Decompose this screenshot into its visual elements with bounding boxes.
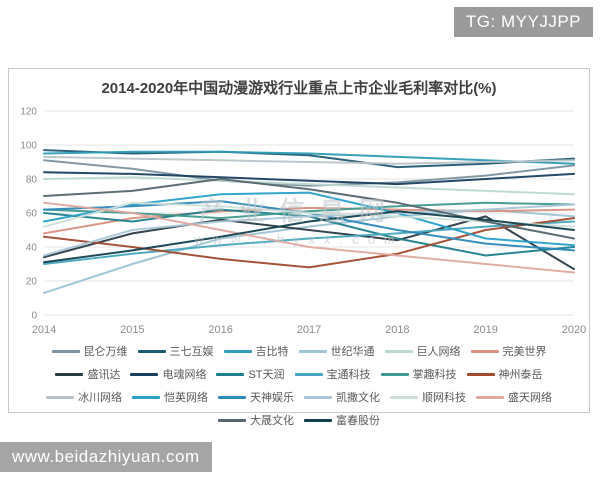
chart-legend: 昆仑万维 三七互娱 吉比特 世纪华通 巨人网络 完美世界盛讯达 电魂网络 ST天润 宝通科技 掌趣… [9,341,589,428]
legend-item: 富春股份 [304,412,380,428]
legend-item: 凯撒文化 [304,389,380,405]
legend-swatch [304,395,332,399]
y-tick-label: 80 [26,175,38,186]
legend-swatch [132,395,160,399]
legend-label: 掌趣科技 [412,369,457,382]
legend-item: 掌趣科技 [380,366,457,382]
series-line-吉比特 [43,151,575,165]
legend-swatch [380,372,409,376]
plot-svg: 0 20 40 60 80 100 120 2014 2015 2016 2017 2018 2019 2… [20,107,586,337]
legend-swatch [55,372,84,376]
legend-label: 巨人网络 [416,346,461,359]
legend-label: 大晟文化 [250,415,294,428]
legend-swatch [294,372,323,376]
legend-swatch [46,395,74,399]
legend-swatch [298,349,327,353]
legend-label: 天神娱乐 [250,392,294,405]
telegram-watermark-badge: TG: MYYJJPP [453,7,593,37]
legend-label: 电魂网络 [162,369,207,382]
legend-item: ST天润 [216,366,285,382]
legend-item: 完美世界 [470,343,547,359]
series-line-巨人网络 [43,176,575,196]
legend-label: 富春股份 [336,415,380,428]
legend-label: 宝通科技 [326,369,371,382]
plot-area: 0 20 40 60 80 100 120 2014 2015 2016 2017 2018 2019 2… [10,101,588,341]
y-tick-label: 100 [20,141,37,152]
x-tick-label: 2015 [120,324,144,336]
legend-swatch [466,372,495,376]
legend-label: ST天润 [248,369,285,382]
series-line-凯撒文化 [43,203,575,257]
legend-item: 顺网科技 [390,389,466,405]
legend-label: 盛天网络 [508,392,552,405]
legend-label: 神州泰岳 [498,369,543,382]
legend-swatch [223,349,252,353]
x-tick-label: 2020 [562,324,586,336]
legend-swatch [470,349,499,353]
y-tick-label: 60 [26,209,38,220]
legend-swatch [390,395,418,399]
legend-item: 三七互娱 [137,343,214,359]
series-line-冰川网络 [43,156,575,165]
series-line-盛讯达 [43,215,575,271]
legend-item: 宝通科技 [294,366,371,382]
legend-label: 吉比特 [255,346,289,359]
legend-item: 神州泰岳 [466,366,543,382]
legend-swatch [216,372,245,376]
legend-swatch [51,349,80,353]
legend-item: 天神娱乐 [218,389,294,405]
legend-label: 三七互娱 [169,346,214,359]
legend-label: 恺英网络 [164,392,208,405]
legend-item: 盛天网络 [476,389,552,405]
legend-swatch [137,349,166,353]
legend-label: 世纪华通 [330,346,375,359]
legend-swatch [384,349,413,353]
series-line-电魂网络 [43,171,575,186]
x-tick-label: 2018 [385,324,409,336]
x-tick-label: 2019 [473,324,497,336]
legend-item: 昆仑万维 [51,343,128,359]
legend-swatch [218,418,246,422]
legend-label: 顺网科技 [422,392,466,405]
legend-item: 冰川网络 [46,389,122,405]
x-tick-label: 2014 [32,324,56,336]
site-watermark-badge: www.beidazhiyuan.com [0,442,212,472]
legend-swatch [130,372,159,376]
legend-label: 冰川网络 [78,392,122,405]
legend-swatch [218,395,246,399]
series-line-宝通科技 [43,220,575,266]
series-line-盛天网络 [43,202,575,274]
y-tick-label: 40 [26,243,38,254]
legend-swatch [304,418,332,422]
legend-label: 凯撒文化 [336,392,380,405]
legend-item: 恺英网络 [132,389,208,405]
legend-label: 昆仑万维 [83,346,128,359]
y-tick-label: 0 [31,311,37,322]
y-tick-label: 120 [20,107,37,118]
series-line-大晟文化 [43,178,575,240]
legend-item: 巨人网络 [384,343,461,359]
legend-item: 电魂网络 [130,366,206,382]
series-line-完美世界 [43,207,575,235]
series-line-富春股份 [43,210,575,264]
legend-item: 盛讯达 [55,366,120,382]
legend-item: 吉比特 [223,343,289,359]
legend-label: 完美世界 [502,346,547,359]
series-line-昆仑万维 [43,159,575,188]
chart-card: 2014-2020年中国动漫游戏行业重点上市企业毛利率对比(%) 0 20 40 60… [8,68,590,427]
series-line-神州泰岳 [43,217,575,269]
legend-item: 大晟文化 [218,412,294,428]
x-tick-label: 2016 [208,324,232,336]
series-line-恺英网络 [43,191,575,247]
y-tick-label: 20 [26,277,38,288]
chart-title: 2014-2020年中国动漫游戏行业重点上市企业毛利率对比(%) [101,80,497,97]
x-tick-label: 2017 [297,324,321,336]
legend-item: 世纪华通 [298,343,375,359]
legend-label: 盛讯达 [87,369,121,382]
legend-swatch [476,395,504,399]
series-line-三七互娱 [43,149,575,169]
